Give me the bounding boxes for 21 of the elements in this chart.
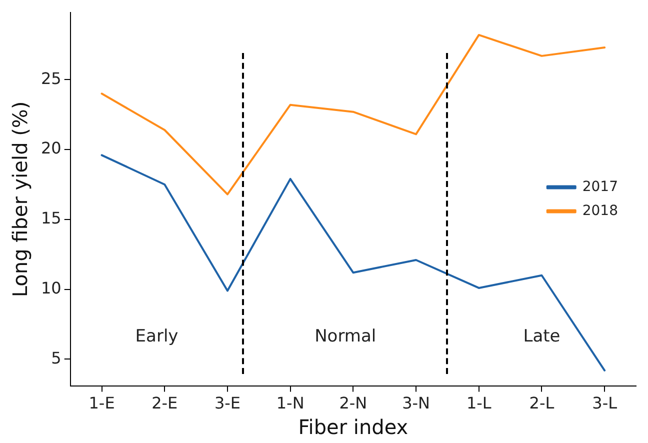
- annotation: Normal: [314, 326, 376, 347]
- x-tick-label: 2-E: [152, 394, 178, 413]
- annotation: Early: [135, 326, 178, 347]
- x-tick-label: 2-N: [339, 394, 368, 413]
- y-axis-title: Long fiber yield (%): [8, 101, 32, 298]
- y-tick-label: 10: [41, 278, 62, 298]
- x-tick-label: 1-E: [88, 394, 115, 413]
- y-tick-label: 15: [41, 208, 62, 228]
- legend-label: 2018: [582, 202, 618, 219]
- x-tick-label: 1-L: [466, 394, 492, 413]
- x-tick-label: 2-L: [529, 394, 554, 413]
- x-axis-title: Fiber index: [298, 415, 408, 440]
- x-tick-label: 1-N: [276, 394, 304, 413]
- x-tick-label: 3-E: [214, 394, 241, 413]
- x-tick-label: 3-N: [402, 394, 430, 413]
- y-tick-label: 5: [51, 348, 62, 368]
- legend-label: 2017: [582, 178, 618, 195]
- y-tick-label: 20: [41, 138, 62, 158]
- x-tick-label: 3-L: [592, 394, 618, 413]
- annotation: Late: [523, 326, 560, 347]
- y-tick-label: 25: [41, 68, 62, 88]
